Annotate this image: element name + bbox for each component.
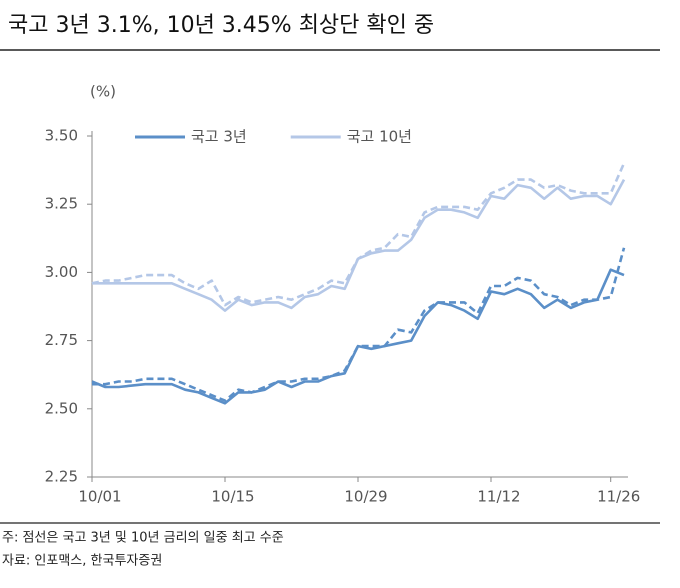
- note: 주: 점선은 국고 3년 및 10년 금리의 일중 최고 수준: [2, 531, 284, 546]
- x-tick-label: 11/26: [597, 488, 640, 506]
- line-series: [92, 247, 626, 402]
- y-tick-label: 2.75: [45, 331, 78, 349]
- x-tick-label: 10/01: [78, 488, 121, 506]
- y-tick-label: 3.25: [45, 195, 78, 213]
- line-series: [92, 178, 626, 312]
- legend-label: 국고 3년: [191, 128, 247, 146]
- x-tick-label: 10/15: [211, 488, 254, 506]
- y-tick-label: 3.00: [45, 263, 78, 281]
- y-tick-label: 3.50: [45, 127, 78, 145]
- x-tick-label: 10/29: [344, 488, 387, 506]
- y-unit: (%): [90, 83, 116, 101]
- x-tick-label: 11/12: [477, 488, 520, 506]
- y-tick-label: 2.50: [45, 399, 78, 417]
- legend-label: 국고 10년: [347, 128, 412, 146]
- source: 자료: 인포맥스, 한국투자증권: [2, 554, 162, 569]
- chart-title: 국고 3년 3.1%, 10년 3.45% 최상단 확인 중: [8, 13, 434, 38]
- line-series: [91, 268, 625, 405]
- y-tick-label: 2.25: [45, 468, 78, 486]
